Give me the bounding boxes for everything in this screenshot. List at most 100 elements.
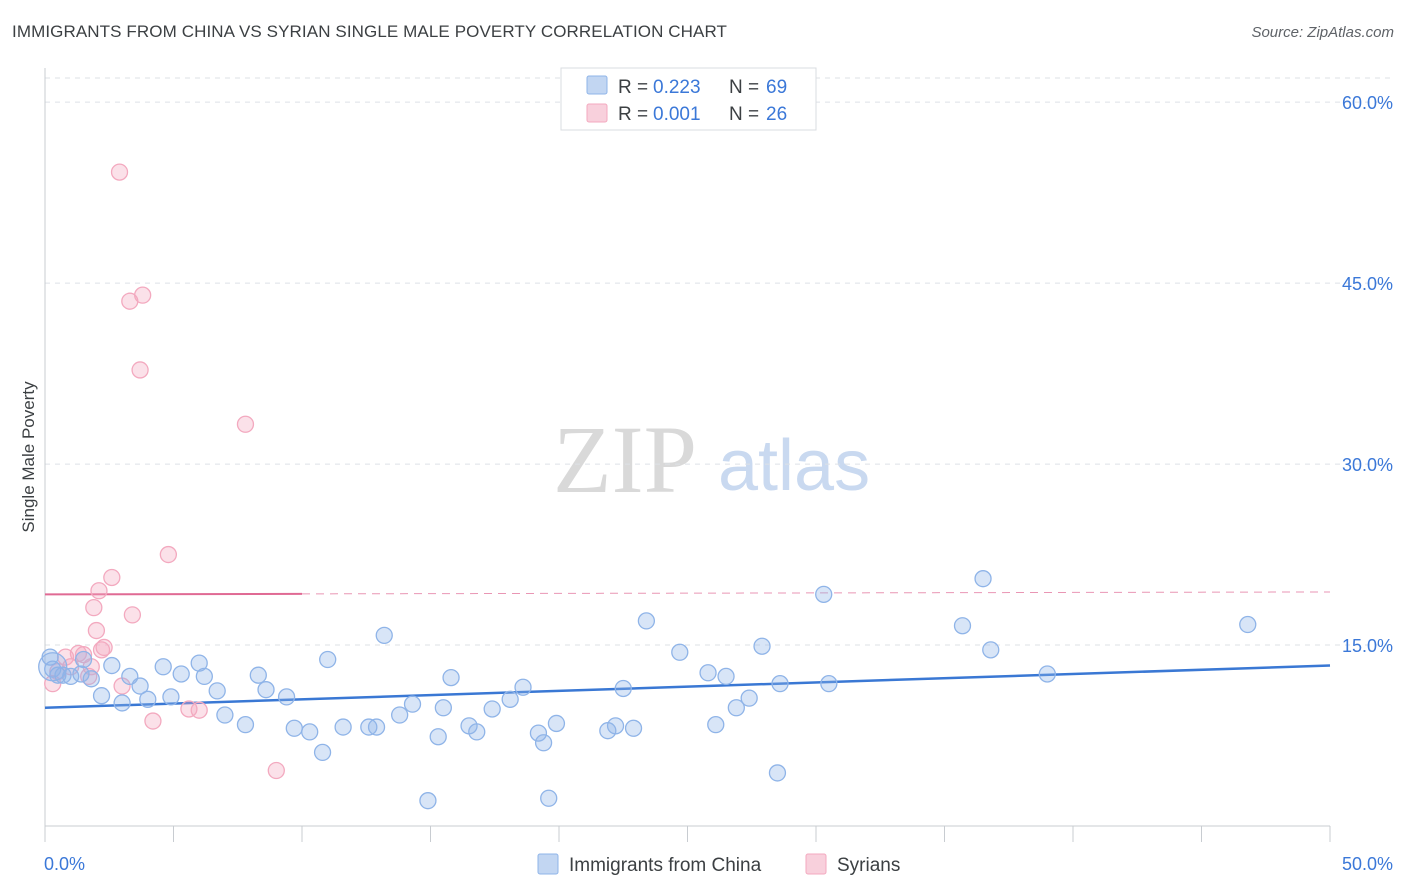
china-point	[982, 641, 1000, 659]
x-tick-labels: 0.0% 50.0%	[44, 854, 1393, 874]
china-point	[131, 677, 149, 695]
china-point	[624, 719, 643, 737]
chart-title: IMMIGRANTS FROM CHINA VS SYRIAN SINGLE M…	[12, 22, 728, 41]
china-point	[277, 688, 296, 706]
china-point	[367, 718, 386, 736]
syria-point	[190, 701, 208, 719]
china-point	[74, 650, 93, 669]
bottom-legend-swatch-syria	[805, 853, 827, 875]
china-point	[113, 694, 131, 712]
syria-point	[236, 415, 255, 433]
syria-point	[74, 646, 93, 664]
syria-point	[123, 606, 142, 624]
china-point	[707, 716, 725, 734]
china-point	[216, 706, 234, 724]
china-point	[815, 585, 833, 604]
china-point	[72, 665, 90, 683]
china-point	[820, 674, 838, 693]
china-point	[727, 699, 745, 717]
china-point	[529, 724, 548, 742]
legend-n-label-china: N =	[729, 77, 759, 98]
trend-line-china	[44, 664, 1331, 710]
watermark-atlas: atlas	[718, 426, 870, 506]
syria-points	[44, 163, 285, 780]
bottom-legend-swatch-china	[537, 853, 559, 875]
china-point	[103, 656, 121, 675]
china-point	[391, 706, 409, 724]
syria-point	[134, 286, 152, 304]
syria-point	[85, 598, 103, 617]
syria-point	[144, 712, 162, 730]
syria-point	[103, 568, 121, 587]
syria-point	[92, 641, 111, 659]
syria-point	[159, 545, 178, 564]
china-point	[771, 674, 789, 693]
china-point	[514, 678, 532, 696]
syria-point	[87, 621, 106, 640]
china-points	[38, 570, 1257, 810]
china-point	[82, 670, 100, 688]
syria-point	[267, 761, 285, 780]
syria-point	[95, 638, 113, 657]
china-point	[547, 714, 566, 733]
china-point	[540, 789, 558, 807]
trend-line-syria-dashed	[301, 591, 1331, 595]
bottom-legend-label-china: Immigrants from China	[569, 855, 762, 876]
china-point	[468, 723, 486, 741]
watermark-zip: ZIP	[553, 406, 697, 513]
y-tick-label: 60.0%	[1342, 93, 1393, 113]
legend-r-label-china: R =	[618, 77, 648, 98]
legend-n-value-china: 69	[766, 77, 787, 98]
china-point	[236, 716, 255, 734]
china-point	[434, 699, 453, 717]
x-tick-label-max: 50.0%	[1342, 854, 1393, 874]
trend-lines	[44, 591, 1331, 710]
x-tick-label-min: 0.0%	[44, 854, 85, 874]
china-point	[1038, 665, 1056, 683]
china-point	[92, 687, 111, 705]
legend-n-label-syria: N =	[729, 104, 759, 125]
china-point	[699, 664, 717, 682]
legend-swatch-syria	[586, 103, 608, 123]
y-tick-label: 45.0%	[1342, 274, 1393, 294]
china-point	[257, 681, 275, 699]
china-point	[301, 723, 319, 741]
syria-point	[110, 163, 129, 181]
china-point	[614, 679, 632, 698]
axes	[44, 68, 1331, 842]
china-point-cluster	[38, 652, 68, 682]
china-point	[637, 612, 656, 630]
y-tick-labels: 15.0% 30.0% 45.0% 60.0%	[1342, 93, 1393, 656]
china-point	[717, 667, 735, 686]
china-point	[442, 668, 460, 687]
china-point	[49, 666, 67, 684]
china-point	[671, 643, 689, 661]
bottom-legend-label-syria: Syrians	[837, 855, 900, 876]
legend-r-value-syria: 0.001	[653, 104, 701, 125]
china-point	[483, 700, 501, 718]
china-point	[285, 719, 303, 737]
china-point	[740, 689, 758, 707]
legend-n-value-syria: 26	[766, 104, 787, 125]
china-point	[534, 734, 553, 752]
syria-point	[90, 582, 108, 600]
china-point	[768, 764, 787, 782]
china-point	[313, 743, 332, 762]
y-axis-title: Single Male Poverty	[19, 381, 38, 533]
china-point	[139, 690, 157, 708]
legend-r-value-china: 0.223	[653, 77, 701, 98]
china-point	[753, 637, 771, 655]
china-point	[419, 792, 437, 810]
series-legend: Immigrants from China Syrians	[537, 853, 900, 876]
china-point	[974, 570, 992, 588]
china-point	[953, 617, 972, 635]
china-point	[249, 666, 267, 684]
y-tick-label: 15.0%	[1342, 636, 1393, 656]
china-point	[208, 682, 226, 700]
gridlines	[45, 77, 1395, 646]
legend-r-label-syria: R =	[618, 104, 648, 125]
china-point	[195, 667, 213, 686]
china-point	[1239, 615, 1257, 634]
china-point	[429, 728, 447, 746]
